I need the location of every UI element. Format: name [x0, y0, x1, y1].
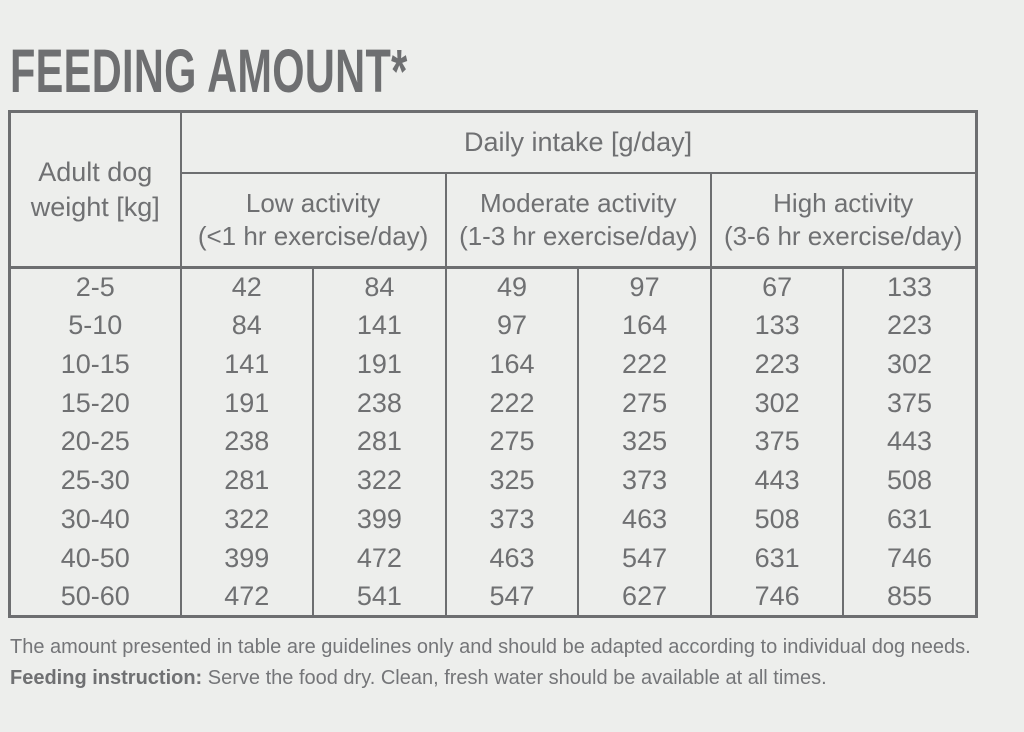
intake-value-cell: 399: [180, 538, 315, 578]
intake-value-cell: 275: [578, 383, 712, 423]
intake-value-cell: 141: [180, 345, 315, 384]
weight-range-cell: 20-25: [9, 422, 182, 462]
feeding-instruction-text: Serve the food dry. Clean, fresh water s…: [202, 667, 827, 689]
intake-value-cell: 373: [578, 461, 712, 501]
intake-value-cell: 84: [180, 306, 315, 346]
footer-guideline-note: The amount presented in table are guidel…: [10, 636, 971, 658]
intake-value-cell: 547: [578, 538, 712, 578]
intake-value-cell: 373: [445, 500, 580, 539]
intake-value-cell: 302: [886, 348, 933, 379]
intake-value-cell: 746: [710, 577, 845, 617]
table-header: Adult dog weight [kg] Daily intake [g/da…: [9, 111, 977, 269]
intake-value-cell: 67: [710, 267, 845, 307]
table-row: 5-10 84 141 97 164 133 223: [9, 306, 977, 346]
table-row: 15-20 191 238 222 275 302 375: [9, 383, 977, 423]
high-activity-header: High activity (3-6 hr exercise/day): [709, 172, 977, 269]
table-row: 2-5 42 84 49 97 67 133: [9, 267, 977, 307]
footer-feeding-instruction: Feeding instruction: Serve the food dry.…: [10, 663, 1018, 694]
intake-value-cell: 627: [578, 577, 712, 617]
high-activity-sublabel: (3-6 hr exercise/day): [724, 220, 963, 251]
intake-value-cell: 746: [886, 542, 933, 573]
intake-value-cell: 463: [578, 500, 712, 539]
intake-value-cell: 541: [313, 577, 447, 617]
intake-value-cell: 631: [886, 503, 933, 534]
footer-notes: The amount presented in table are guidel…: [10, 632, 1018, 694]
intake-value-cell: 133: [886, 272, 933, 303]
intake-value-cell: 238: [313, 383, 447, 423]
intake-value-cell: 443: [886, 426, 933, 457]
low-activity-header: Low activity (<1 hr exercise/day): [179, 172, 446, 269]
intake-value-cell: 97: [578, 267, 712, 307]
intake-value-cell: 42: [180, 267, 315, 307]
table-row: 10-15 141 191 164 222 223 302: [9, 345, 977, 384]
intake-value-cell: 97: [445, 306, 580, 346]
low-activity-label: Low activity: [245, 187, 381, 218]
intake-value-cell: 164: [578, 306, 712, 346]
table-row: 20-25 238 281 275 325 375 443: [9, 422, 977, 462]
intake-value-cell: 164: [445, 345, 580, 384]
intake-value-cell: 281: [180, 461, 315, 501]
intake-value-cell: 631: [710, 538, 845, 578]
intake-value-cell: 325: [578, 422, 712, 462]
corner-header-weight: Adult dog weight [kg]: [9, 111, 182, 269]
page-title: FEEDING AMOUNT*: [10, 37, 408, 105]
weight-range-cell: 25-30: [9, 461, 182, 501]
intake-value-cell: 49: [445, 267, 580, 307]
low-activity-sublabel: (<1 hr exercise/day): [197, 220, 429, 251]
intake-value-cell: 443: [710, 461, 845, 501]
intake-value-cell: 508: [886, 465, 933, 496]
intake-value-cell: 222: [578, 345, 712, 384]
table-row: 25-30 281 322 325 373 443 508: [9, 461, 977, 501]
moderate-activity-label: Moderate activity: [480, 187, 677, 218]
moderate-activity-sublabel: (1-3 hr exercise/day): [459, 220, 698, 251]
table-row: 50-60 472 541 547 627 746 855: [9, 577, 977, 617]
intake-value-cell: 141: [313, 306, 447, 346]
intake-value-cell: 508: [710, 500, 845, 539]
weight-range-cell: 40-50: [9, 538, 182, 578]
corner-line2: weight [kg]: [30, 191, 160, 222]
intake-value-cell: 463: [445, 538, 580, 578]
intake-value-cell: 191: [180, 383, 315, 423]
intake-value-cell: 275: [445, 422, 580, 462]
intake-value-cell: 855: [886, 580, 933, 611]
intake-value-cell: 223: [710, 345, 845, 384]
intake-value-cell: 302: [710, 383, 845, 423]
intake-value-cell: 547: [445, 577, 580, 617]
intake-value-cell: 322: [313, 461, 447, 501]
intake-value-cell: 472: [313, 538, 447, 578]
feeding-instruction-label: Feeding instruction:: [10, 667, 203, 689]
daily-intake-header: Daily intake [g/day]: [179, 111, 977, 174]
intake-value-cell: 375: [710, 422, 845, 462]
weight-range-cell: 50-60: [9, 577, 182, 617]
weight-range-cell: 10-15: [9, 345, 182, 384]
intake-value-cell: 399: [313, 500, 447, 539]
table-row: 40-50 399 472 463 547 631 746: [9, 538, 977, 578]
intake-value-cell: 281: [313, 422, 447, 462]
intake-value-cell: 222: [445, 383, 580, 423]
high-activity-label: High activity: [773, 187, 914, 218]
intake-value-cell: 375: [886, 387, 933, 418]
header-row-activity: Low activity (<1 hr exercise/day) Modera…: [10, 172, 977, 269]
intake-value-cell: 322: [180, 500, 315, 539]
table-row: 30-40 322 399 373 463 508 631: [9, 500, 977, 539]
intake-value-cell: 325: [445, 461, 580, 501]
intake-value-cell: 238: [180, 422, 315, 462]
intake-value-cell: 223: [886, 310, 933, 341]
weight-range-cell: 30-40: [9, 500, 182, 539]
intake-value-cell: 191: [313, 345, 447, 384]
intake-value-cell: 133: [710, 306, 845, 346]
weight-range-cell: 2-5: [9, 267, 182, 307]
weight-range-cell: 15-20: [9, 383, 182, 423]
header-row-daily: Adult dog weight [kg] Daily intake [g/da…: [9, 111, 977, 269]
intake-value-cell: 472: [180, 577, 315, 617]
intake-value-cell: 84: [313, 267, 447, 307]
table-body: 2-5 42 84 49 97 67 133 5-10 84 141 97 164 133 223 10-1…: [9, 267, 977, 617]
moderate-activity-header: Moderate activity (1-3 hr exercise/day): [444, 172, 711, 269]
feeding-amount-table: Adult dog weight [kg] Daily intake [g/da…: [8, 110, 978, 618]
corner-line1: Adult dog: [38, 156, 153, 187]
weight-range-cell: 5-10: [9, 306, 182, 346]
